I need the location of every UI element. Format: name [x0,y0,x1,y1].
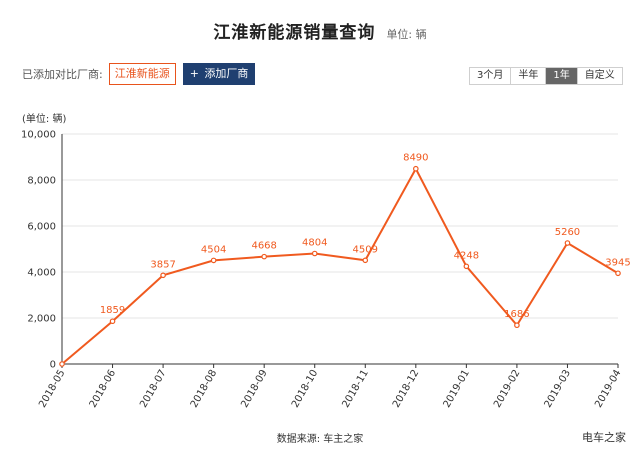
range-custom-button[interactable]: 自定义 [577,68,622,84]
data-point [413,165,419,172]
data-label: 4668 [251,241,276,252]
data-point [564,240,571,246]
data-label: 5260 [555,227,580,238]
y-tick-label: 2,000 [27,314,56,325]
plus-icon: + [189,67,199,80]
y-tick-label: 4,000 [27,268,56,279]
watermark-text: 电车之家 [582,431,626,444]
data-point [463,263,470,270]
data-label: 8490 [403,153,428,164]
range-half-year-button[interactable]: 半年 [511,68,547,84]
data-label: 3857 [150,259,175,270]
data-point [160,272,166,279]
title-row: 江淮新能源销量查询 单位: 辆 [0,18,640,43]
data-point [261,253,267,260]
x-tick-label: 2018-07 [138,368,168,410]
data-point [210,257,217,264]
x-tick-label: 2019-02 [492,368,522,410]
x-tick-label: 2019-01 [442,368,472,410]
series-line [61,166,619,365]
time-range-group: 3个月 半年 1年 自定义 [469,67,623,85]
compare-label: 已添加对比厂商: [22,68,103,81]
y-tick-label: 0 [50,360,56,371]
data-label: 4504 [201,244,226,255]
x-tick-label: 2018-12 [391,368,421,410]
data-point [615,270,621,277]
data-label: 1686 [504,309,529,320]
x-tick-label: 2018-11 [340,368,370,410]
data-point [514,322,520,329]
x-tick-label: 2018-09 [239,368,269,410]
add-brand-label: 添加厂商 [204,67,249,80]
data-source: 数据来源: 车主之家 [276,434,364,445]
data-label: 4804 [302,238,327,249]
x-tick-label: 2019-04 [593,368,623,410]
range-3-months-button[interactable]: 3个月 [470,68,512,84]
x-tick-label: 2018-05 [37,368,67,410]
data-point [59,361,65,367]
compare-row: 已添加对比厂商: 江淮新能源 + 添加厂商 [22,63,256,85]
y-axis-label: (单位: 辆) [22,112,66,125]
y-tick-label: 10,000 [21,130,56,141]
y-tick-label: 8,000 [27,176,56,187]
brand-tag[interactable]: 江淮新能源 [108,63,176,85]
data-label: 3945 [605,257,630,268]
data-label: 4248 [454,250,479,261]
title-unit: 单位: 辆 [386,28,427,41]
data-point [311,250,318,257]
y-tick-label: 6,000 [27,222,56,233]
add-brand-button[interactable]: + 添加厂商 [182,63,256,85]
x-tick-label: 2018-10 [290,368,320,410]
x-tick-label: 2018-06 [88,368,118,410]
x-tick-label: 2018-08 [189,368,219,410]
data-label: 4509 [353,244,378,255]
data-point [362,257,369,264]
x-tick-label: 2019-03 [543,368,573,410]
data-point [109,318,116,325]
page-title: 江淮新能源销量查询 [213,23,376,43]
data-label: 1859 [100,305,125,316]
range-1-year-button[interactable]: 1年 [546,68,578,84]
